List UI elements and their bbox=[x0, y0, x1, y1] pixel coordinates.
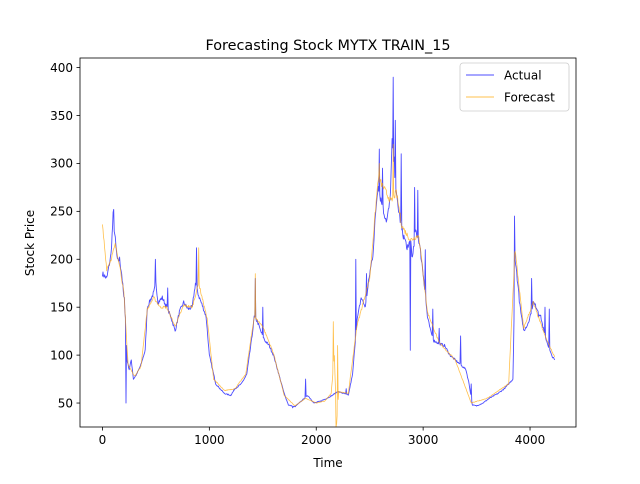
legend: Actual Forecast bbox=[459, 62, 570, 112]
x-tick-label: 2000 bbox=[301, 433, 332, 447]
y-axis-label: Stock Price bbox=[23, 210, 37, 276]
y-tick-label: 100 bbox=[50, 348, 73, 362]
axes: 0 1000 2000 3000 4000 50 100 150 200 250 300 350 400 bbox=[50, 57, 577, 447]
y-tick-label: 150 bbox=[50, 300, 73, 314]
x-tick-label: 3000 bbox=[408, 433, 439, 447]
chart-title: Forecasting Stock MYTX TRAIN_15 bbox=[205, 38, 450, 54]
x-axis-label: Time bbox=[312, 456, 342, 470]
y-tick-label: 400 bbox=[50, 61, 73, 75]
legend-label-actual: Actual bbox=[504, 68, 542, 82]
legend-label-forecast: Forecast bbox=[504, 90, 555, 104]
y-tick-label: 250 bbox=[50, 205, 73, 219]
y-tick-label: 350 bbox=[50, 109, 73, 123]
x-tick-label: 4000 bbox=[515, 433, 546, 447]
y-tick-label: 200 bbox=[50, 253, 73, 267]
axes-frame bbox=[79, 57, 577, 428]
y-tick-label: 50 bbox=[58, 396, 73, 410]
series-line-forecast bbox=[102, 143, 555, 427]
x-tick-label: 0 bbox=[99, 433, 107, 447]
x-tick-label: 1000 bbox=[194, 433, 225, 447]
plot-area bbox=[101, 76, 556, 427]
y-tick-label: 300 bbox=[50, 157, 73, 171]
